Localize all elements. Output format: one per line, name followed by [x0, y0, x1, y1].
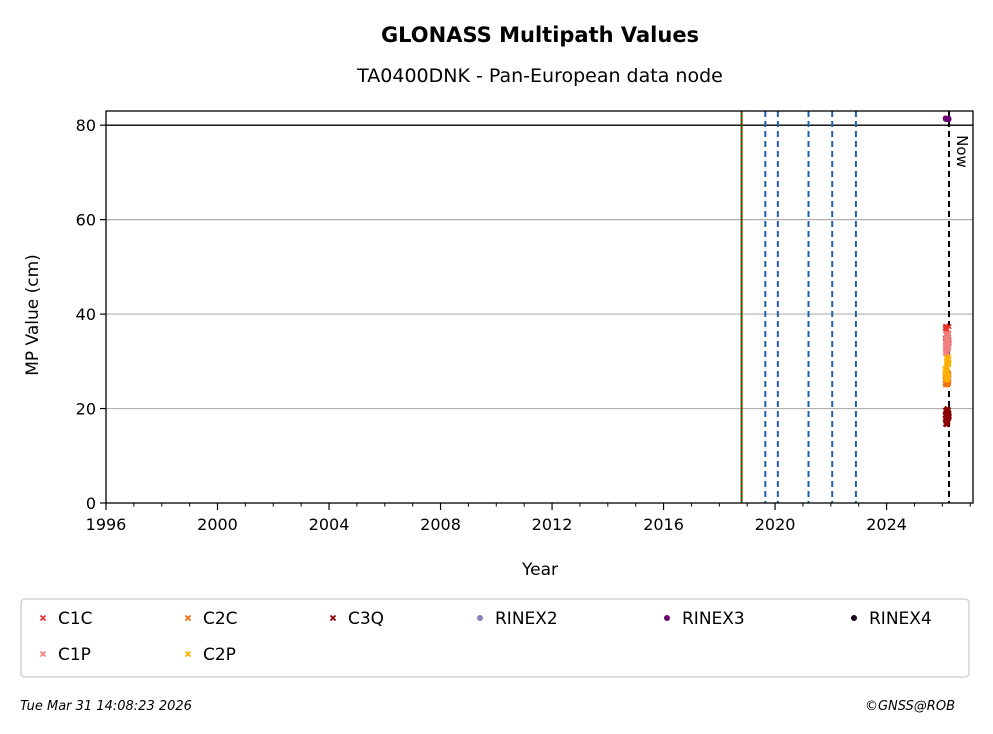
data-point-rinex3 [946, 116, 952, 123]
legend-marker-rinex3 [664, 615, 670, 621]
legend-label-c2p: C2P [203, 645, 236, 665]
x-tick-label: 2016 [643, 515, 684, 534]
data-point-c2p [944, 371, 950, 378]
legend-marker-rinex4 [851, 615, 857, 621]
legend-marker-c2c [184, 614, 192, 622]
legend-marker-c1p [39, 650, 47, 658]
axis-ticks: 0 20 40 60 80 1996 2000 2004 2008 2012 2016 2020 202… [76, 116, 971, 534]
data-point-c3q [943, 407, 950, 413]
chart-title: GLONASS Multipath Values [381, 23, 699, 47]
legend-marker-c3q [329, 614, 337, 622]
legend-label-c1p: C1P [58, 645, 91, 665]
y-axis-label: MP Value (cm) [23, 254, 43, 376]
data-point-c3q [943, 421, 950, 428]
grid-lines [106, 124, 973, 410]
x-axis-label: Year [521, 560, 558, 580]
legend-marker-rinex2 [477, 615, 483, 621]
data-point-c2p [944, 365, 950, 371]
legend-label-rinex3: RINEX3 [682, 609, 745, 629]
footer-copyright: ©GNSS@ROB [865, 699, 955, 714]
data-point-c3q [944, 415, 951, 422]
legend-marker-c1c [39, 614, 47, 622]
footer-timestamp: Tue Mar 31 14:08:23 2026 [20, 699, 192, 714]
x-tick-label: 2020 [755, 515, 796, 534]
data-point-c3q [943, 411, 949, 417]
x-tick-label: 2008 [420, 515, 461, 534]
legend-label-c3q: C3Q [348, 609, 384, 629]
legend-marker-c2p [184, 650, 192, 658]
x-tick-label: 2004 [309, 515, 350, 534]
data-point-c1c [944, 326, 950, 333]
plot-frame [105, 110, 974, 504]
now-label: Now [953, 135, 971, 168]
legend-label-rinex2: RINEX2 [495, 609, 558, 629]
x-tick-label: 2000 [197, 515, 238, 534]
y-tick-label: 0 [86, 494, 96, 513]
data-point-c1p [945, 339, 952, 345]
legend-box [20, 598, 970, 678]
data-point-c2p [943, 359, 950, 366]
legend-label-rinex4: RINEX4 [869, 609, 932, 629]
y-tick-label: 40 [76, 305, 96, 324]
legend: C1C C2C C3Q RINEX2 RINEX3 RINEX4 C1P C2P [39, 609, 932, 665]
x-tick-label: 2012 [532, 515, 573, 534]
x-tick-label: 2024 [866, 515, 907, 534]
data-point-c1p [944, 346, 950, 353]
y-tick-label: 20 [76, 400, 96, 419]
data-points [942, 115, 952, 428]
data-point-c1p [943, 330, 950, 337]
legend-label-c2c: C2C [203, 609, 238, 629]
legend-label-c1c: C1C [58, 609, 93, 629]
event-lines: Now [740, 111, 971, 503]
chart-subtitle: TA0400DNK - Pan-European data node [356, 65, 723, 87]
y-tick-label: 60 [76, 211, 96, 230]
x-tick-label: 1996 [86, 515, 127, 534]
y-tick-label: 80 [76, 116, 96, 135]
data-point-c2p [945, 371, 952, 377]
